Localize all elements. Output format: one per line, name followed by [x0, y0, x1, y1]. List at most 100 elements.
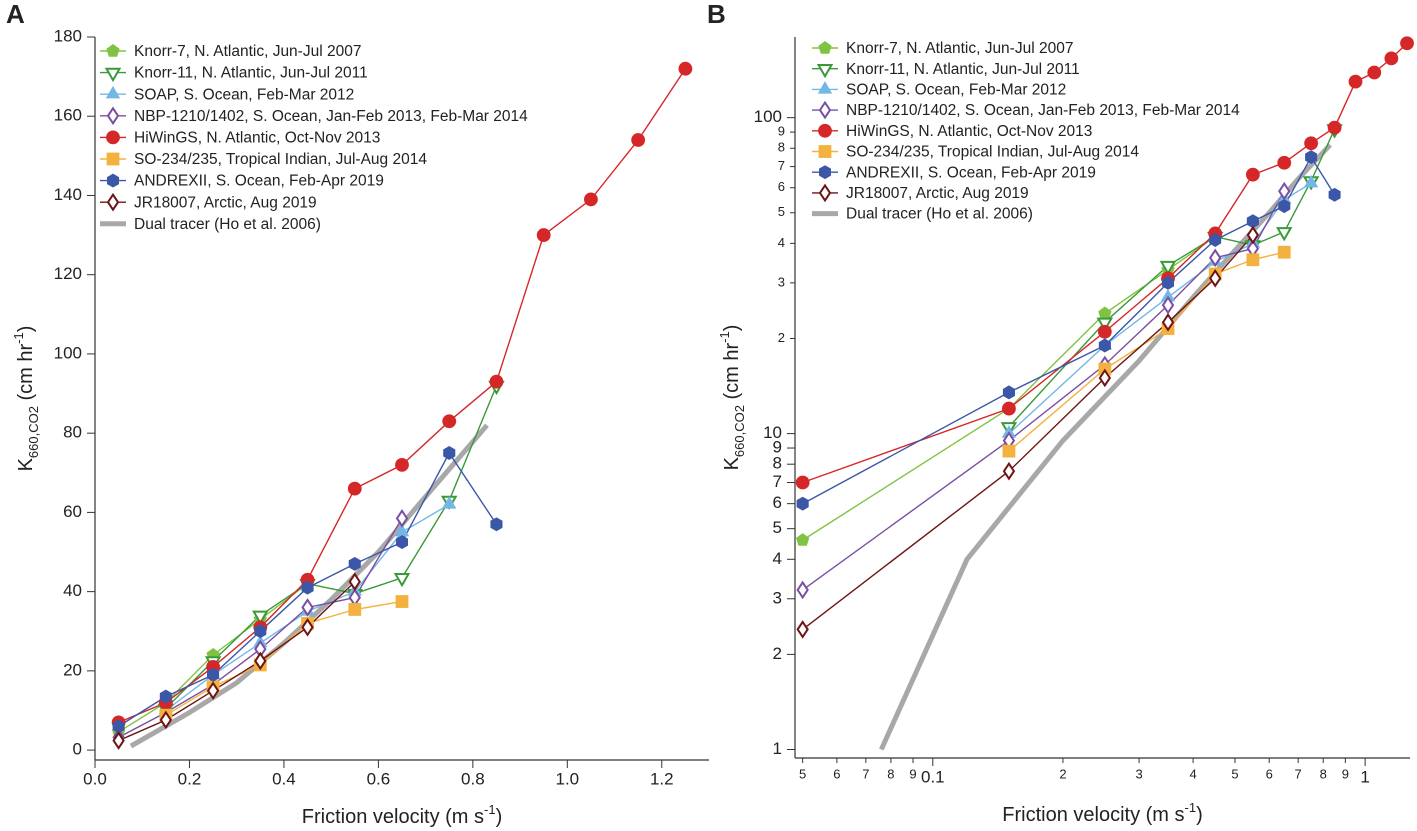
marker: [796, 533, 810, 546]
series-line: [1008, 182, 1312, 435]
axis-title-part: -1: [484, 802, 496, 817]
marker: [159, 689, 172, 704]
marker: [395, 595, 409, 608]
x-tick-label: 0.4: [272, 769, 296, 788]
marker: [1246, 253, 1260, 267]
y-tick-label: 9: [778, 124, 785, 139]
marker: [348, 572, 361, 592]
x-tick-label: 0.2: [178, 769, 202, 788]
marker: [1098, 368, 1112, 388]
y-tick-label: 180: [54, 26, 82, 45]
marker: [796, 496, 809, 511]
x-tick-label: 0.6: [367, 769, 391, 788]
y-tick-label: 100: [754, 107, 782, 126]
y-tick-label: 5: [778, 204, 785, 219]
marker: [1277, 245, 1291, 259]
axis-title-part: -1: [1185, 800, 1197, 815]
panel-label: B: [707, 0, 726, 29]
marker: [796, 580, 809, 600]
y-tick-label: 140: [54, 185, 82, 204]
marker: [348, 556, 361, 571]
marker: [489, 374, 504, 389]
axis-title-part: 660,CO2: [732, 405, 747, 457]
legend-marker: [105, 85, 121, 99]
marker: [347, 481, 362, 496]
marker: [1384, 51, 1399, 66]
marker: [206, 681, 220, 700]
marker: [254, 624, 267, 639]
x-tick-label: 0.1: [921, 767, 945, 786]
x-tick-label: 7: [862, 766, 869, 781]
y-tick-label: 8: [778, 140, 785, 155]
y-tick-label: 20: [63, 660, 82, 679]
legend-marker: [106, 44, 120, 57]
marker: [301, 617, 314, 637]
legend-label: JR18007, Arctic, Aug 2019: [846, 185, 1029, 202]
marker: [1098, 338, 1111, 353]
legend-label: Knorr-11, N. Atlantic, Jun-Jul 2011: [134, 65, 368, 82]
axis-title-part: ): [721, 325, 743, 332]
y-tick-label: 40: [63, 581, 82, 600]
y-tick-label: 0: [73, 740, 82, 759]
x-tick-label: 4: [1189, 766, 1196, 781]
x-tick-label: 1.0: [555, 769, 579, 788]
marker: [1245, 167, 1260, 182]
marker: [252, 610, 269, 625]
axis-title-part: ): [1196, 804, 1203, 826]
marker: [1161, 295, 1175, 315]
marker: [1002, 461, 1016, 481]
y-tick-label: 3: [778, 274, 785, 289]
legend-label: SOAP, S. Ocean, Feb-Mar 2012: [846, 81, 1066, 98]
marker: [1348, 74, 1363, 89]
marker: [1278, 199, 1291, 214]
axis-title-part: K: [721, 456, 743, 470]
legend-label: NBP-1210/1402, S. Ocean, Jan-Feb 2013, F…: [134, 108, 528, 125]
legend-marker: [818, 145, 832, 158]
x-tick-label: 9: [1342, 766, 1349, 781]
y-tick-label: 6: [778, 179, 785, 194]
legend-label: HiWinGS, N. Atlantic, Oct-Nov 2013: [134, 129, 380, 146]
legend-marker: [106, 106, 120, 126]
y-tick-label: 2: [773, 644, 782, 663]
marker: [1208, 269, 1222, 288]
legend-marker: [818, 123, 832, 138]
marker: [1159, 260, 1177, 276]
x-tick-label: 5: [1231, 766, 1238, 781]
marker: [443, 446, 456, 460]
y-tick-label: 6: [773, 493, 782, 512]
series-line: [165, 385, 498, 709]
x-tick-label: 2: [1059, 766, 1066, 781]
legend-marker: [106, 130, 120, 145]
marker: [1367, 65, 1382, 80]
y-tick-label: 5: [773, 518, 782, 537]
x-tick-label: 6: [833, 766, 840, 781]
marker: [442, 414, 457, 429]
marker: [393, 573, 411, 588]
x-tick-label: 8: [1320, 766, 1327, 781]
marker: [584, 192, 598, 207]
y-tick-label: 4: [773, 549, 782, 568]
marker: [301, 598, 314, 617]
marker: [1209, 233, 1222, 247]
marker: [1096, 317, 1114, 332]
legend-label: Dual tracer (Ho et al. 2006): [134, 216, 321, 233]
marker: [159, 710, 173, 730]
x-tick-label: 7: [1295, 766, 1302, 781]
marker: [1162, 275, 1174, 290]
axis-title: Friction velocity (m s-1): [1002, 800, 1202, 826]
marker: [112, 719, 125, 734]
y-tick-label: 100: [54, 343, 82, 362]
marker: [678, 61, 693, 76]
axis-title: K660,CO2 (cm hr-1): [717, 325, 747, 471]
marker: [1303, 174, 1319, 188]
x-tick-label: 1: [1360, 767, 1369, 786]
legend-label: ANDREXII, S. Ocean, Feb-Apr 2019: [846, 164, 1096, 181]
marker: [490, 517, 503, 532]
x-tick-label: 5: [799, 766, 806, 781]
marker: [206, 667, 220, 682]
marker: [1098, 306, 1112, 320]
legend-marker: [818, 41, 832, 54]
legend-label: HiWinGS, N. Atlantic, Oct-Nov 2013: [846, 123, 1092, 140]
axis-title-part: (cm hr: [721, 342, 743, 405]
x-tick-label: 0.8: [461, 769, 485, 788]
